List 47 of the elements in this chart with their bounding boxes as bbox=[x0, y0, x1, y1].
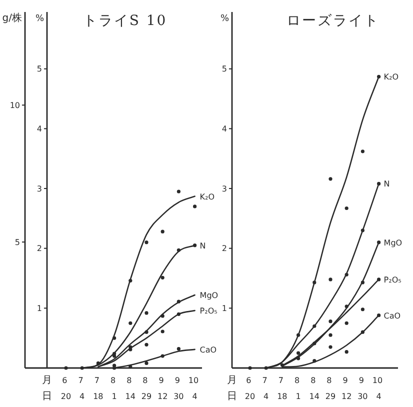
x-tick-label: 8 1 bbox=[294, 376, 302, 401]
x-tick-label: 7 4 bbox=[78, 376, 86, 401]
series-label: CaO bbox=[200, 345, 217, 354]
y-tick-label: 5 bbox=[222, 64, 227, 74]
y-tick-label: 3 bbox=[36, 184, 42, 194]
x-axis-title: 月日 bbox=[227, 375, 237, 402]
series-label: N bbox=[384, 180, 390, 189]
y2-tick-label: 10 bbox=[10, 100, 20, 110]
y-tick-label: 2 bbox=[222, 244, 227, 254]
x-tick-label: 10 4 bbox=[372, 376, 386, 401]
y-tick-label: 5 bbox=[36, 64, 42, 74]
y-tick-label: 3 bbox=[222, 184, 227, 194]
series-label: K₂O bbox=[384, 72, 399, 82]
y2-axis-title: g/株 bbox=[2, 12, 22, 24]
series-label: K₂O bbox=[200, 192, 215, 202]
x-tick-label: 8 29 bbox=[141, 376, 152, 401]
chart-title: ローズライト bbox=[286, 13, 380, 29]
y-tick-label: 4 bbox=[222, 124, 227, 134]
x-tick-label: 8 1 bbox=[110, 376, 118, 401]
series-label: N bbox=[200, 241, 206, 250]
chart-title: トライS 10 bbox=[82, 13, 168, 29]
series-label: MgO bbox=[384, 238, 402, 248]
y-axis-title: % bbox=[220, 14, 230, 24]
x-tick-label: 9 30 bbox=[174, 376, 184, 401]
x-tick-label: 7 18 bbox=[93, 376, 104, 401]
x-tick-label: 8 29 bbox=[325, 376, 336, 401]
y-tick-label: 4 bbox=[36, 124, 42, 134]
x-tick-label: 7 18 bbox=[277, 376, 288, 401]
series-label: CaO bbox=[384, 311, 401, 320]
x-tick-label: 9 12 bbox=[158, 376, 168, 401]
x-tick-label: 8 14 bbox=[125, 376, 136, 401]
series-label: P₂O₅ bbox=[200, 306, 218, 316]
x-axis-title: 月日 bbox=[42, 375, 52, 402]
y-tick-label: 1 bbox=[222, 304, 227, 313]
series-label: MgO bbox=[200, 291, 218, 300]
y-axis-title: % bbox=[35, 14, 44, 24]
series-label: P₂O₅ bbox=[384, 275, 402, 284]
x-tick-label: 9 12 bbox=[342, 376, 352, 401]
y2-tick-label: 5 bbox=[14, 238, 20, 247]
x-tick-label: 6 20 bbox=[60, 376, 72, 401]
x-tick-label: 10 4 bbox=[188, 376, 202, 401]
y-tick-label: 2 bbox=[36, 244, 42, 254]
y-tick-label: 1 bbox=[36, 304, 42, 313]
x-tick-label: 7 4 bbox=[262, 376, 270, 401]
x-tick-label: 6 20 bbox=[244, 376, 256, 401]
x-tick-label: 9 30 bbox=[358, 376, 368, 401]
x-tick-label: 8 14 bbox=[309, 376, 320, 401]
